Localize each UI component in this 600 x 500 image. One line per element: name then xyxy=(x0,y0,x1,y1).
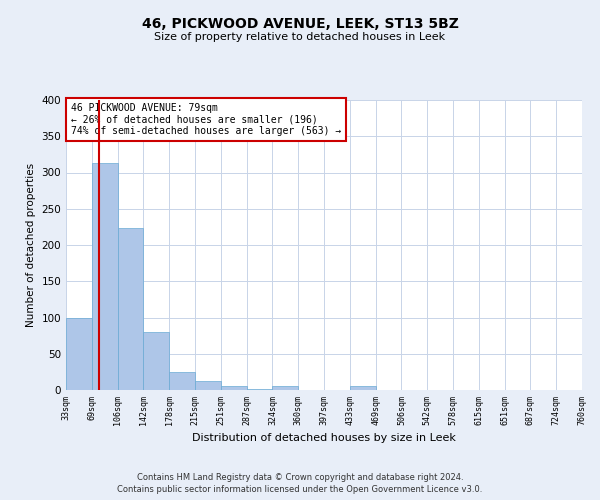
Bar xyxy=(195,382,221,390)
Bar xyxy=(92,163,118,390)
Text: Size of property relative to detached houses in Leek: Size of property relative to detached ho… xyxy=(154,32,446,42)
Text: Contains HM Land Registry data © Crown copyright and database right 2024.: Contains HM Land Registry data © Crown c… xyxy=(137,473,463,482)
Bar xyxy=(143,332,169,390)
Bar xyxy=(221,386,247,390)
Text: 46 PICKWOOD AVENUE: 79sqm
← 26% of detached houses are smaller (196)
74% of semi: 46 PICKWOOD AVENUE: 79sqm ← 26% of detac… xyxy=(71,103,341,136)
X-axis label: Distribution of detached houses by size in Leek: Distribution of detached houses by size … xyxy=(192,433,456,443)
Bar xyxy=(350,386,376,390)
Bar xyxy=(247,388,272,390)
Y-axis label: Number of detached properties: Number of detached properties xyxy=(26,163,36,327)
Bar xyxy=(118,228,143,390)
Text: 46, PICKWOOD AVENUE, LEEK, ST13 5BZ: 46, PICKWOOD AVENUE, LEEK, ST13 5BZ xyxy=(142,18,458,32)
Bar xyxy=(169,372,195,390)
Bar xyxy=(272,386,298,390)
Text: Contains public sector information licensed under the Open Government Licence v3: Contains public sector information licen… xyxy=(118,486,482,494)
Bar xyxy=(66,318,92,390)
